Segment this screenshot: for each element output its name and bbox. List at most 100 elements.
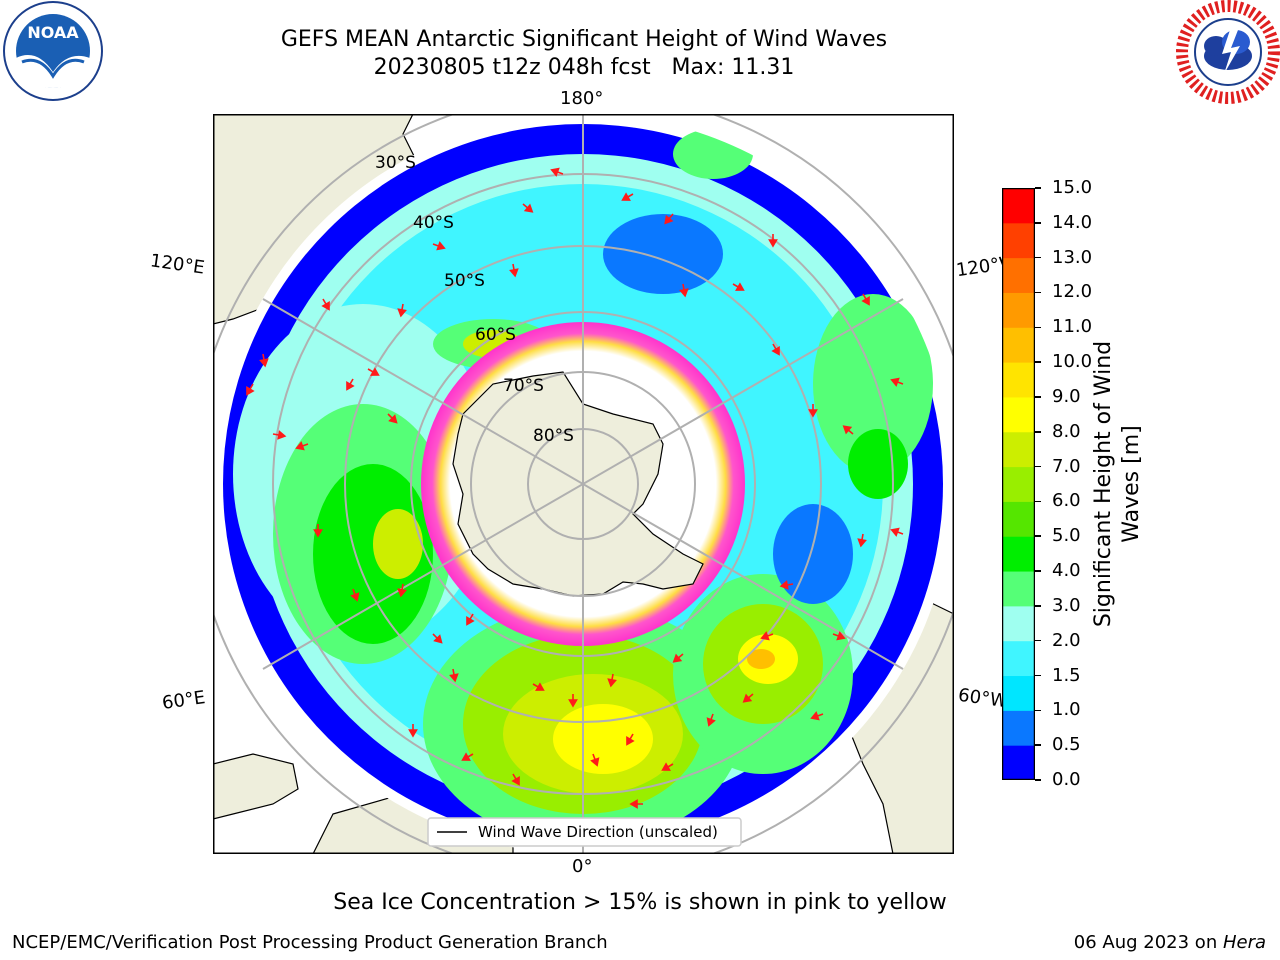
colorbar-title-line1: Significant Height of Wind [1091,340,1116,628]
wave-direction-arrow [832,631,846,641]
noaa-logo: NOAA [3,1,103,101]
wave-direction-arrow [621,192,634,201]
wave-direction-arrow [857,533,867,548]
wind-wave-arrows [246,167,904,809]
nws-logo [1176,0,1280,104]
colorbar-segment [1002,396,1035,433]
wave-direction-arrow [397,303,407,318]
colorbar-segment [1002,571,1035,607]
lon-label-120e: 120°E [148,250,206,279]
colorbar-segment [1002,745,1035,780]
wave-direction-arrow [760,631,774,641]
wave-direction-arrow [768,234,778,248]
wave-direction-arrow [246,383,255,396]
wave-direction-arrow [461,752,474,761]
colorbar-tick-mark [1035,361,1041,363]
colorbar-tick-mark [1035,779,1041,781]
wave-direction-arrow [672,653,684,663]
colorbar-tick-mark [1035,326,1041,329]
wave-direction-arrow [590,753,600,767]
colorbar-tick-mark [1035,674,1041,677]
wave-direction-arrow [522,203,534,213]
lat-label-40: 40°S [413,213,454,233]
lon-label-0: 0° [572,856,593,877]
colorbar-tick-label: 1.0 [1052,699,1081,721]
colorbar-tick-label: 13.0 [1052,246,1093,268]
colorbar-tick-label: 1.5 [1052,664,1081,686]
footer-machine: Hera [1222,932,1266,953]
wave-direction-arrow [550,167,564,177]
wave-direction-arrow [664,213,674,225]
colorbar-tick-label: 9.0 [1052,385,1081,407]
colorbar-tick-mark [1035,570,1041,572]
colorbar-segment [1002,501,1035,537]
colorbar-tick-mark [1035,639,1041,642]
colorbar-tick-label: 5.0 [1052,525,1081,547]
wave-direction-arrow [626,733,635,746]
wave-direction-arrow [661,762,674,771]
wave-direction-arrow [706,713,716,727]
footer-credit: NCEP/EMC/Verification Post Processing Pr… [12,932,608,953]
noaa-logo-text: NOAA [27,23,79,42]
wave-direction-arrow [532,682,545,691]
colorbar-segment [1002,431,1035,468]
colorbar-tick-label: 0.5 [1052,734,1081,756]
colorbar-tick-label: 12.0 [1052,281,1093,303]
antarctica [452,371,704,597]
graticule [213,114,954,854]
colorbar-tick-label: 14.0 [1052,211,1093,233]
legend-label: Wind Wave Direction (unscaled) [478,823,718,841]
colorbar-tick-label: 2.0 [1052,629,1081,651]
lat-label-60: 60°S [475,325,516,345]
colorbar-tick-mark [1035,605,1041,607]
wave-direction-arrow [629,799,643,809]
colorbar-tick-mark [1035,187,1041,189]
colorbar-tick-label: 6.0 [1052,490,1081,512]
colorbar-tick-mark [1035,500,1041,503]
footer-date-text: 06 Aug 2023 on [1073,932,1223,953]
lon-label-60e: 60°E [160,687,207,714]
lon-label-180: 180° [560,88,604,109]
colorbar-title-line2: Waves [m] [1119,425,1144,543]
colorbar-title: Significant Height of Wind Waves [m] [1090,341,1146,627]
footer-date: 06 Aug 2023 on Hera [1074,932,1266,953]
wave-direction-arrow [810,711,824,721]
wave-direction-arrow [432,633,443,644]
colorbar-segment [1002,257,1035,293]
wave-direction-arrow [861,293,870,306]
latitude-labels: 30°S 40°S 50°S 60°S 70°S 80°S [375,153,574,446]
wave-direction-arrow [771,343,780,356]
colorbar-tick-label: 3.0 [1052,594,1081,616]
wave-direction-arrow [449,668,459,683]
wave-direction-arrow [509,263,519,278]
colorbar-tick-mark [1035,535,1041,537]
wave-direction-arrow [350,588,360,602]
wave-direction-arrow [511,773,520,786]
polar-map: 30°S 40°S 50°S 60°S 70°S 80°S Wind Wave … [213,114,954,854]
colorbar-tick-label: 11.0 [1052,316,1093,338]
colorbar-segment [1002,466,1035,502]
colorbar-tick-label: 10.0 [1052,351,1093,373]
wave-direction-arrow [408,724,418,738]
wave-direction-arrow [742,693,754,703]
colorbar-tick-mark [1035,222,1041,224]
wave-direction-arrow [466,613,475,626]
colorbar-segment [1002,710,1035,746]
wave-direction-arrow [808,404,818,418]
map-legend: Wind Wave Direction (unscaled) [427,817,742,847]
colorbar-tick-label: 15.0 [1052,177,1093,198]
wave-direction-arrow [295,441,309,451]
colorbar-tick-mark [1035,431,1041,433]
colorbar-tick-mark [1035,396,1041,398]
colorbar-segment [1002,362,1035,398]
wave-direction-arrow [842,425,854,435]
lat-label-80: 80°S [533,426,574,446]
colorbar-tick-label: 8.0 [1052,420,1081,442]
wave-direction-arrow [387,413,398,424]
colorbar-segment [1002,222,1035,259]
lat-label-50: 50°S [444,271,485,291]
wave-direction-arrow [321,298,330,311]
wave-direction-arrow [313,524,323,538]
colorbar-segment [1002,188,1035,224]
map-subtitle: 20230805 t12z 048h fcst Max: 11.31 [373,55,795,80]
